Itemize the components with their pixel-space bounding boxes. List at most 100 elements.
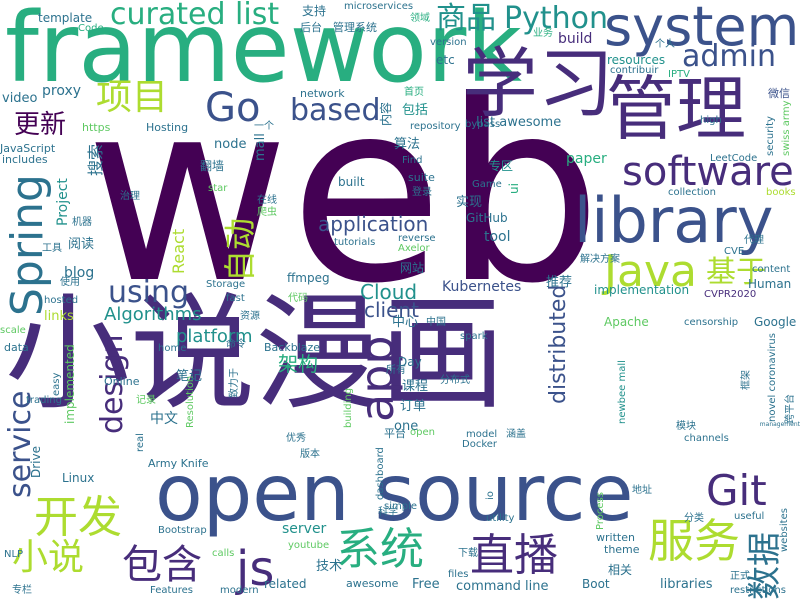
word-fenlei: 分类 <box>684 513 704 524</box>
word-related: related <box>264 577 307 591</box>
word-high: high <box>700 115 722 126</box>
word-scale: scale <box>0 325 26 336</box>
word-pingtai: 平台 <box>384 427 406 440</box>
word-collection: collection <box>668 187 716 198</box>
word-hosting: Hosting <box>146 121 189 134</box>
word-biji: 笔记 <box>176 369 203 384</box>
word-jilu: 记录 <box>136 395 156 406</box>
word-library: library <box>574 184 774 257</box>
word-linux: Linux <box>62 471 95 485</box>
word-implementation: implementation <box>594 283 690 297</box>
word-zhuanqu: 专区 <box>489 159 514 173</box>
word-xiaoshuo-large: 小说 <box>5 282 255 427</box>
word-zhuanlan: 专栏 <box>12 585 32 596</box>
word-written: written <box>596 531 635 544</box>
word-simple: simple <box>384 501 418 512</box>
word-files: files <box>448 569 469 580</box>
word-jishu: 技术 <box>316 559 343 574</box>
word-yewu: 业务 <box>533 28 553 39</box>
word-application: application <box>318 212 429 236</box>
word-hosted: hosted <box>44 295 79 306</box>
word-houtai: 后台 <box>300 21 322 34</box>
word-army-knife: Army Knife <box>148 457 209 470</box>
word-channels: channels <box>684 433 729 444</box>
word-open-source: open source <box>155 449 634 539</box>
word-io: io <box>485 491 496 500</box>
word-find: Find <box>402 155 423 166</box>
word-links: links <box>44 309 74 324</box>
word-js: js <box>236 541 275 597</box>
word-home: home <box>158 343 187 354</box>
word-management: management <box>759 421 800 428</box>
word-java: Java <box>604 246 697 297</box>
word-fuwu: 服务 <box>648 514 740 568</box>
word-xiaoshuo-small: 小说 <box>12 537 85 578</box>
word-drive: Drive <box>29 446 43 478</box>
word-blog: blog <box>64 265 95 281</box>
word-ffmpeg: ffmpeg <box>287 271 330 285</box>
word-game: Game <box>472 179 502 190</box>
word-repository: repository <box>410 121 461 132</box>
word-daima: 代码 <box>288 293 308 304</box>
word-swiss-army: swiss army <box>781 100 792 157</box>
word-project: Project <box>55 178 71 226</box>
word-nlp: NLP <box>4 549 24 560</box>
word-gongju: 工具 <box>42 243 62 254</box>
word-lingyu: 领域 <box>410 13 430 24</box>
word-resources: resources <box>607 53 666 67</box>
word-shiyong: 使用 <box>60 277 80 288</box>
word-shangpin: 商品 <box>436 1 496 36</box>
word-https: https <box>82 121 111 134</box>
word-human: Human <box>748 277 792 291</box>
word-platform: platform <box>176 326 253 347</box>
word-kaifa: 开发 <box>34 492 122 543</box>
word-security: security <box>765 116 776 156</box>
word-baohan: 包含 <box>122 542 202 588</box>
word-kecheng: 课程 <box>402 379 429 394</box>
word-content: content <box>752 264 791 275</box>
word-docker: Docker <box>462 439 498 450</box>
word-dizhi: 地址 <box>632 485 652 496</box>
word-day: Day <box>398 355 422 369</box>
word-distributed: distributed <box>546 284 571 404</box>
word-go: Go <box>205 85 261 131</box>
word-fanqiang: 翻墙 <box>200 159 225 173</box>
word-zhongxin: 中心 <box>392 315 419 330</box>
word-resolution: Resolution <box>185 375 196 428</box>
word-gengxin: 更新 <box>14 110 67 140</box>
word-xiangguan: 相关 <box>608 563 633 577</box>
word-network: network <box>300 87 345 100</box>
word-banben: 版本 <box>300 449 320 460</box>
word-novel-coronavirus: novel coronavirus <box>767 333 778 422</box>
word-mall: mall <box>253 133 268 161</box>
word-kexue: 科学 <box>378 507 398 518</box>
word-tool: tool <box>484 229 511 245</box>
word-weixin: 微信 <box>768 87 790 100</box>
word-daili: 代理 <box>744 235 764 246</box>
word-spark: spark <box>460 331 488 342</box>
word-kubernetes: Kubernetes <box>442 279 522 295</box>
word-axelor: Axelor <box>398 243 430 254</box>
word-censorship: censorship <box>684 317 739 328</box>
word-wangzhan: 网站 <box>400 261 425 275</box>
word-system: system <box>604 0 800 58</box>
word-guanlixitong: 管理系统 <box>333 21 377 34</box>
word-code: Code <box>78 23 104 34</box>
word-client: client <box>364 298 419 322</box>
word-books: books <box>766 187 796 198</box>
word-dashboard: dashboard <box>375 447 386 500</box>
word-version: version <box>430 37 467 48</box>
word-websites: websites <box>779 508 790 552</box>
word-boot: Boot <box>582 577 610 591</box>
word-algorithms: Algorithms <box>104 304 202 325</box>
word-based: based <box>290 93 381 128</box>
word-calls: calls <box>212 548 235 559</box>
word-open: open <box>410 427 435 438</box>
word-ui: ui <box>507 183 521 194</box>
word-proxy: proxy <box>42 83 82 99</box>
word-yuedu: 阅读 <box>68 237 95 252</box>
word-trading: trading <box>26 395 62 406</box>
word-jiqi: 机器 <box>72 217 92 228</box>
word-built: built <box>338 175 365 189</box>
word-awesome: awesome <box>346 577 399 590</box>
